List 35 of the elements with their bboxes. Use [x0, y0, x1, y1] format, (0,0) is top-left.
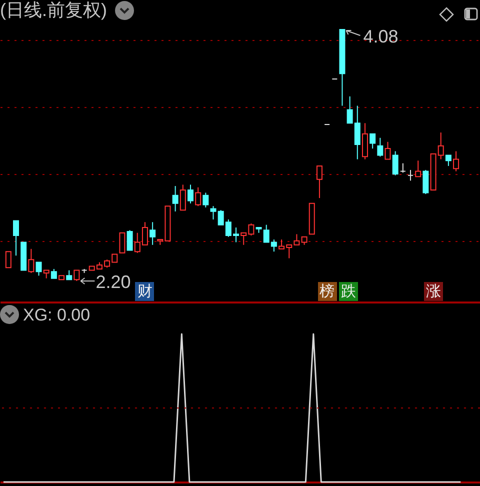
candlestick [316, 165, 322, 199]
label-tag: 榜 [318, 282, 337, 301]
candlestick [453, 150, 460, 172]
candlestick [13, 220, 19, 256]
label-tag: 涨 [424, 282, 443, 301]
candlestick [150, 222, 156, 246]
candlestick [392, 150, 398, 176]
candlestick [370, 133, 376, 150]
candlestick [74, 270, 80, 282]
chart-title: (日线.前复权) [0, 0, 107, 20]
candlestick [5, 251, 12, 268]
chart-title: XG: 0.00 [23, 305, 90, 324]
candlestick [187, 184, 194, 204]
candlestick [400, 162, 406, 174]
candlestick [126, 230, 133, 251]
candlestick [445, 154, 452, 166]
candlestick [50, 268, 57, 279]
annotation: 2.20 [96, 272, 131, 292]
candlestick [66, 270, 72, 280]
candlestick [180, 184, 186, 211]
candlestick [195, 186, 202, 207]
candlestick [422, 169, 429, 195]
label-tag: 跌 [338, 282, 358, 301]
candlestick [172, 186, 178, 212]
annotation: 4.08 [363, 26, 398, 46]
candlestick [119, 232, 126, 254]
candlestick [408, 169, 414, 182]
candlestick [377, 137, 384, 158]
candlestick [202, 192, 209, 208]
candlestick [384, 141, 391, 160]
candlestick [362, 122, 368, 160]
candlestick [415, 160, 422, 178]
candlestick [28, 248, 34, 274]
candlestick [36, 262, 42, 276]
label-tag: 财 [135, 282, 154, 301]
